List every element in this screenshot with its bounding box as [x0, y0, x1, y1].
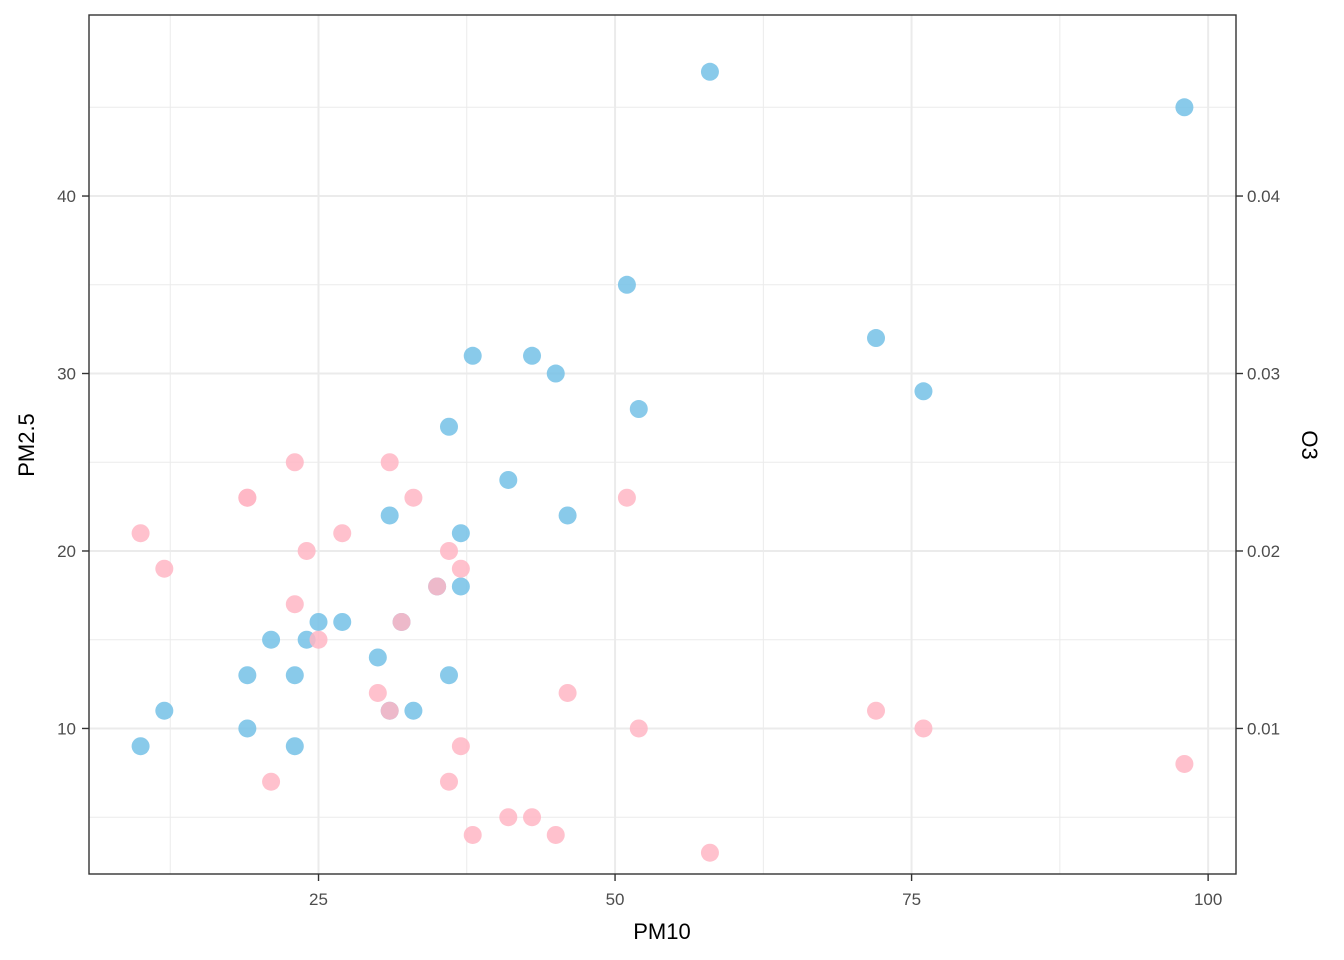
grid-lines	[89, 15, 1236, 874]
pm25-point	[914, 382, 933, 401]
pm25-point	[285, 666, 304, 685]
pm25-point	[155, 701, 174, 720]
o3-point	[451, 559, 470, 578]
pm25-point	[262, 630, 281, 649]
o3-point	[867, 701, 886, 720]
pm25-point	[499, 470, 518, 489]
x-axis-ticks: 25 50 75 100	[309, 874, 1222, 909]
o3-point	[392, 612, 411, 631]
y2-axis-ticks: 0.01 0.02 0.03 0.04	[1236, 187, 1280, 738]
pm25-point	[558, 506, 577, 525]
y-tick-label: 40	[57, 187, 76, 206]
o3-point	[617, 488, 636, 507]
o3-point	[439, 772, 458, 791]
o3-point	[155, 559, 174, 578]
pm25-point	[238, 666, 257, 685]
y-tick-label: 20	[57, 542, 76, 561]
pm25-point	[523, 346, 542, 365]
y2-tick-label: 0.03	[1247, 365, 1280, 384]
o3-point	[499, 808, 518, 827]
pm25-point	[463, 346, 482, 365]
o3-point	[523, 808, 542, 827]
y2-tick-label: 0.04	[1247, 187, 1280, 206]
x-tick-label: 75	[902, 890, 921, 909]
o3-point	[285, 595, 304, 614]
o3-point	[629, 719, 648, 738]
y2-axis-title: O3	[1297, 430, 1322, 459]
pm25-point	[546, 364, 565, 383]
o3-point	[428, 577, 447, 596]
pm25-point	[380, 506, 399, 525]
o3-point	[558, 683, 577, 702]
pm25-point	[439, 666, 458, 685]
pm25-point	[285, 737, 304, 756]
o3-point	[451, 737, 470, 756]
o3-point	[297, 541, 316, 560]
y-axis-title: PM2.5	[14, 413, 39, 477]
o3-point	[546, 825, 565, 844]
o3-point	[262, 772, 281, 791]
o3-point	[238, 488, 257, 507]
o3-point	[463, 825, 482, 844]
x-tick-label: 25	[309, 890, 328, 909]
panel-border	[88, 14, 1237, 875]
o3-point	[333, 524, 352, 543]
o3-point	[1175, 754, 1194, 773]
o3-point	[380, 453, 399, 472]
pm25-points	[131, 62, 1194, 756]
pm25-point	[451, 577, 470, 596]
y-tick-label: 30	[57, 365, 76, 384]
y2-tick-label: 0.02	[1247, 542, 1280, 561]
y2-tick-label: 0.01	[1247, 719, 1280, 738]
x-axis-title: PM10	[633, 919, 690, 944]
pm25-point	[333, 612, 352, 631]
o3-point	[914, 719, 933, 738]
pm25-point	[404, 701, 423, 720]
pm25-point	[131, 737, 150, 756]
y-tick-label: 10	[57, 719, 76, 738]
y-axis-ticks: 10 20 30 40	[57, 187, 89, 738]
o3-point	[700, 843, 719, 862]
pm25-point	[1175, 98, 1194, 117]
pm25-point	[451, 524, 470, 543]
pm25-point	[629, 400, 648, 419]
o3-point	[131, 524, 150, 543]
o3-point	[404, 488, 423, 507]
pm25-point	[700, 62, 719, 81]
o3-point	[309, 630, 328, 649]
o3-point	[380, 701, 399, 720]
x-tick-label: 100	[1194, 890, 1222, 909]
x-tick-label: 50	[606, 890, 625, 909]
pm25-point	[238, 719, 257, 738]
pm25-point	[368, 648, 387, 667]
pm25-point	[309, 612, 328, 631]
o3-point	[368, 683, 387, 702]
o3-points	[131, 453, 1194, 862]
pm25-point	[617, 275, 636, 294]
o3-point	[285, 453, 304, 472]
o3-point	[439, 541, 458, 560]
pm25-point	[439, 417, 458, 436]
pm25-point	[867, 329, 886, 348]
